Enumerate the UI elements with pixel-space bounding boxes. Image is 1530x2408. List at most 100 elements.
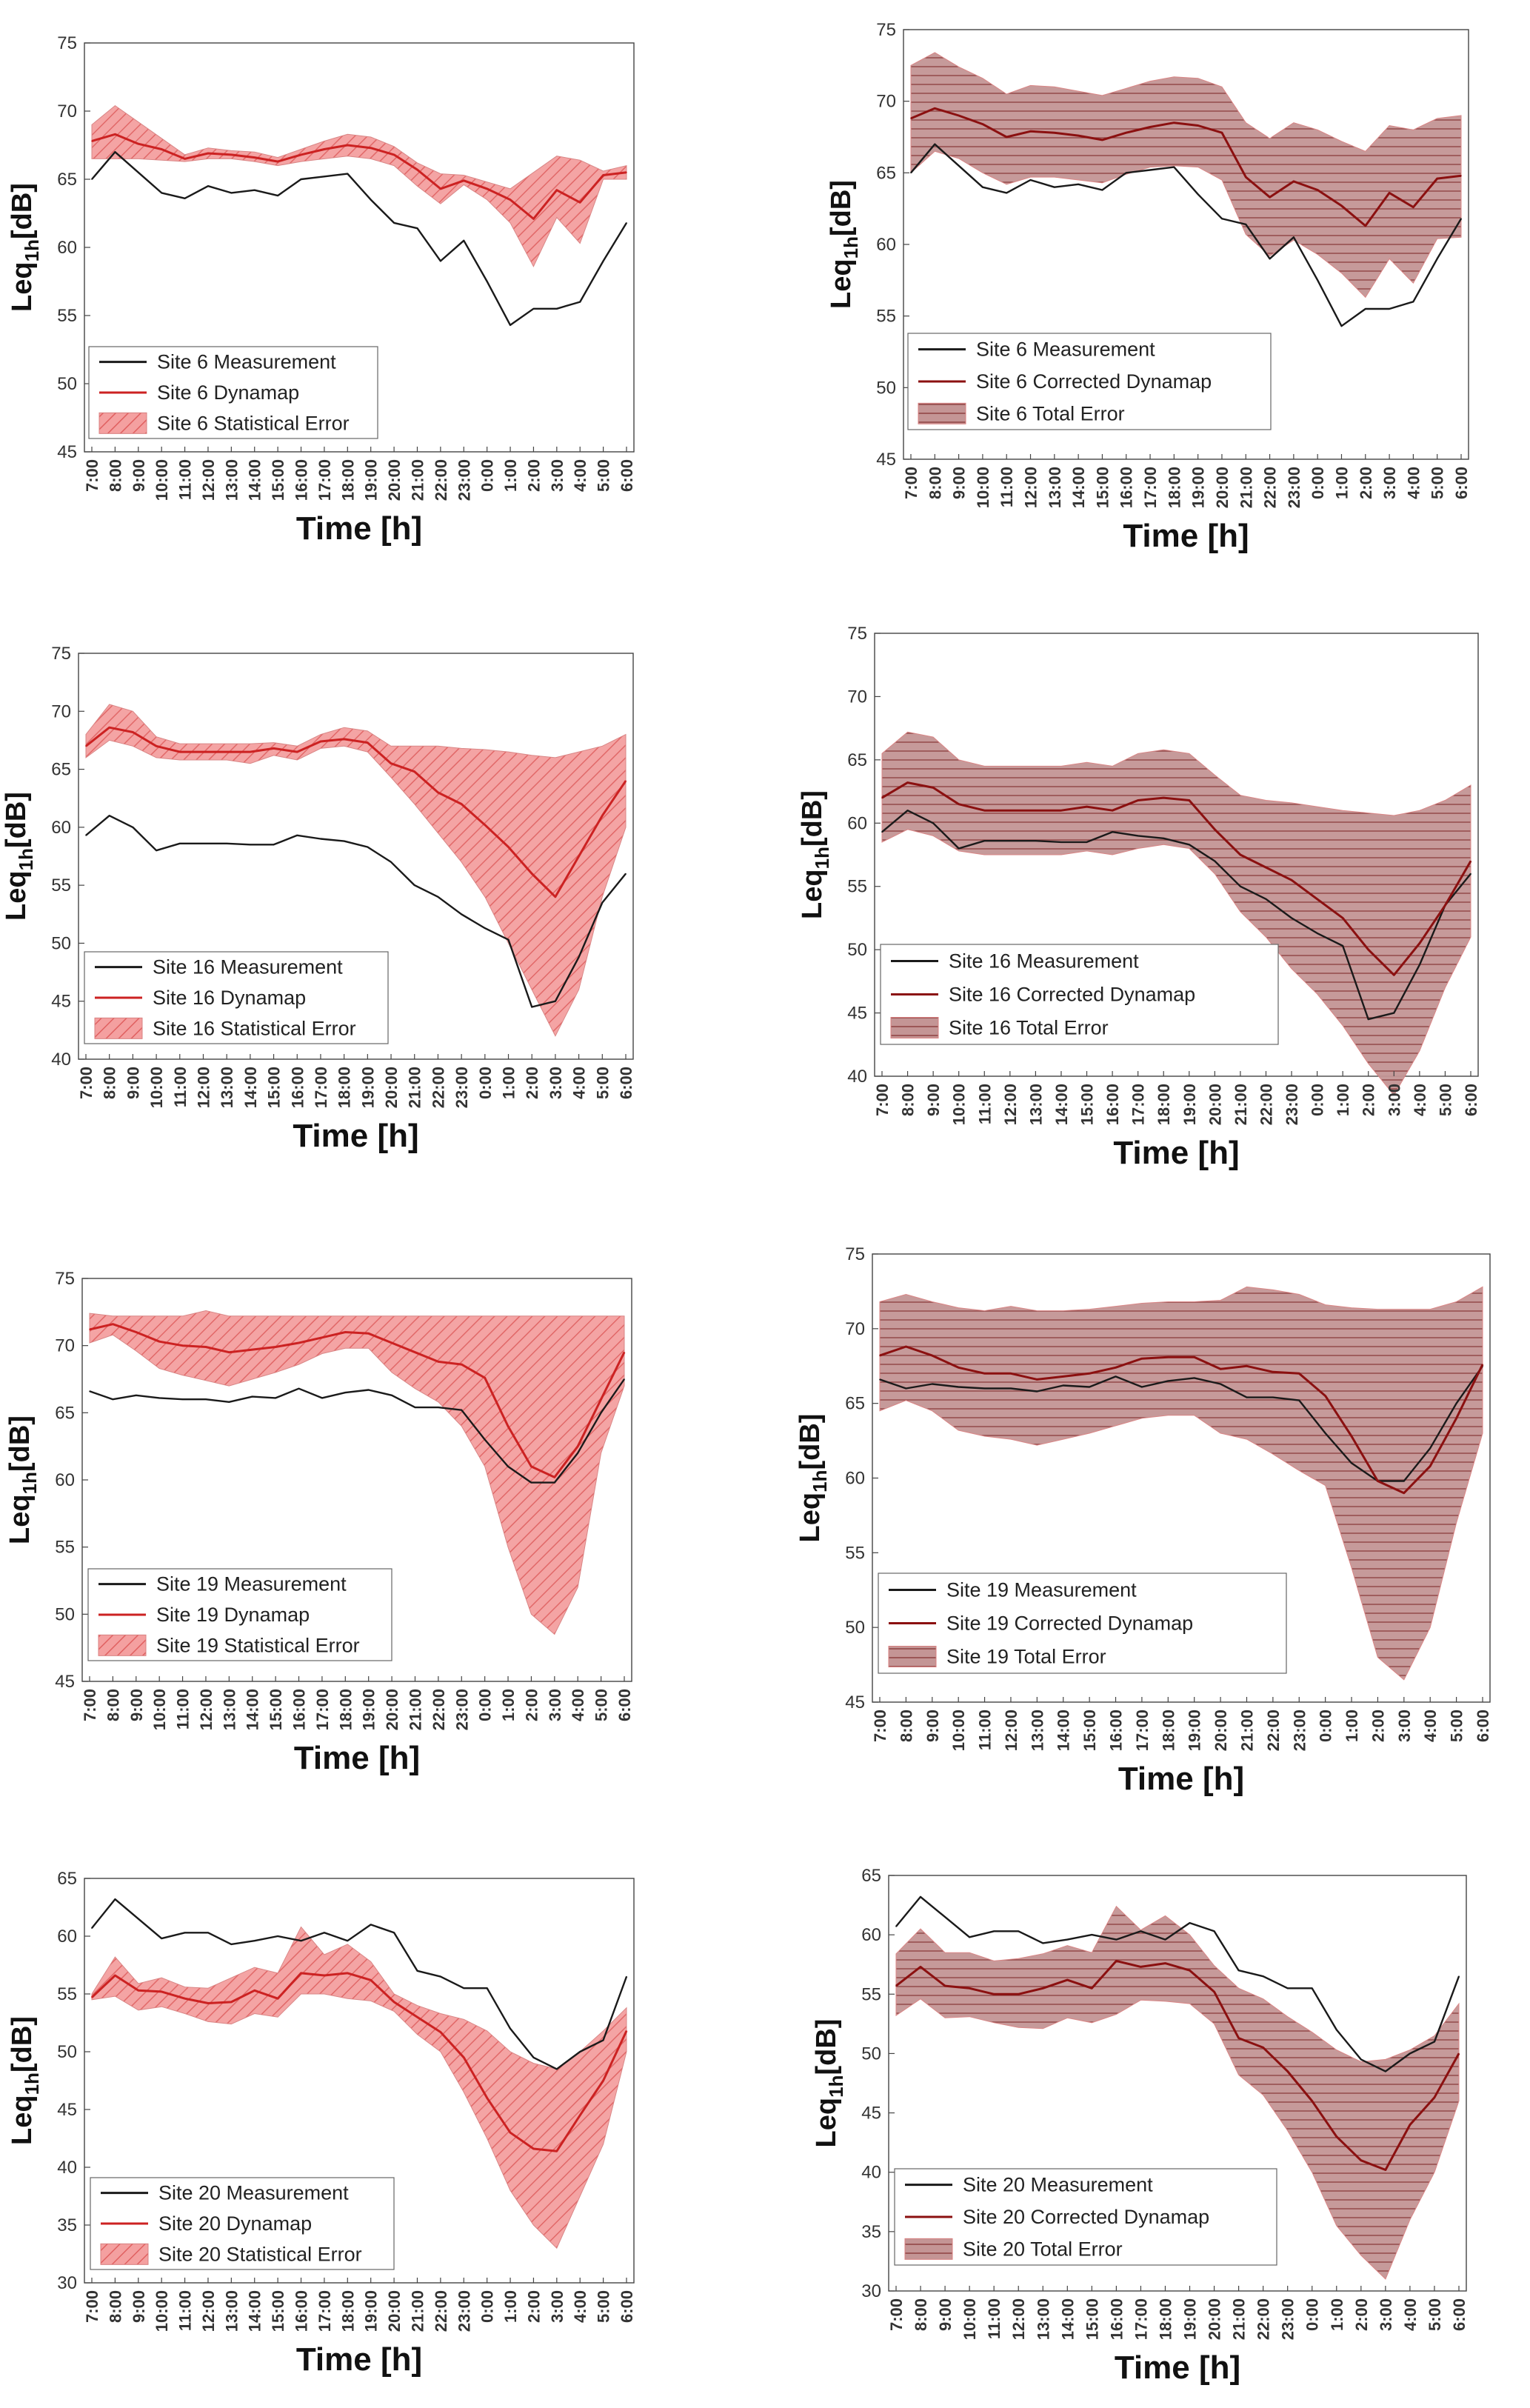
dynamap-line-point <box>486 2097 488 2099</box>
legend: Site 6 Measurement Site 6 Corrected Dynam… <box>907 333 1272 430</box>
x-tick-label: 17:00 <box>1133 1710 1152 1751</box>
y-tick-label: 65 <box>876 163 896 183</box>
dynamap-line-point <box>440 2031 441 2033</box>
dynamap-line-point <box>1115 1367 1117 1369</box>
chart-s16-total: 40 45 50 55 60 65 70 75 7:00 8:00 9:00 10:00 11:00 12… <box>797 624 1480 1171</box>
dynamap-line-point <box>1409 2124 1411 2126</box>
measurement-line-point <box>958 1386 959 1388</box>
measurement-line-point <box>934 143 936 145</box>
x-tick-label: 8:00 <box>104 1689 122 1721</box>
y-tick-label: 50 <box>57 2042 77 2062</box>
measurement-line-point <box>1460 218 1462 220</box>
y-axis-title-unit: [dB] <box>797 790 828 847</box>
measurement-line-point <box>347 173 349 175</box>
dynamap-line-point <box>463 180 465 181</box>
dynamap-line-point <box>1419 942 1420 944</box>
dynamap-line-point <box>1029 130 1032 133</box>
dynamap-line-point <box>579 2115 581 2116</box>
x-axis-title: Time [h] <box>1118 1761 1244 1797</box>
measurement-line-point <box>1189 844 1190 846</box>
x-tick-label: 6:00 <box>618 2290 636 2323</box>
x-tick-label: 11:00 <box>176 2290 195 2331</box>
x-tick-label: 19:00 <box>360 1689 378 1730</box>
dynamap-line-point <box>1101 139 1103 141</box>
x-tick-label: 22:00 <box>432 459 450 501</box>
measurement-line-point <box>1221 218 1223 220</box>
dynamap-line-point <box>1342 917 1343 919</box>
x-tick-label: 1:00 <box>501 459 520 492</box>
y-tick-label: 40 <box>51 1050 71 1070</box>
x-tick-label: 7:00 <box>871 1710 889 1742</box>
y-axis-title-unit: [dB] <box>1 792 32 848</box>
x-tick-label: 11:00 <box>985 2298 1003 2339</box>
x-tick-label: 11:00 <box>998 467 1016 507</box>
legend-label: Site 20 Corrected Dynamap <box>963 2206 1209 2228</box>
x-tick-label: 17:00 <box>1129 1084 1148 1125</box>
dynamap-line-point <box>1009 810 1011 811</box>
legend-swatch-band <box>94 1017 143 1039</box>
y-tick-label: 55 <box>51 876 71 896</box>
x-tick-label: 10:00 <box>974 467 992 508</box>
x-tick-label: 6:00 <box>1452 467 1471 499</box>
error-band <box>91 104 627 267</box>
x-tick-label: 4:00 <box>570 1067 589 1099</box>
dynamap-line-point <box>1389 192 1390 194</box>
dynamap-line-point <box>136 1331 137 1333</box>
x-tick-label: 4:00 <box>1411 1084 1429 1116</box>
measurement-line-point <box>298 1387 300 1390</box>
y-tick-label: 55 <box>845 1543 865 1563</box>
y-tick-label: 75 <box>845 1244 865 1264</box>
x-tick-label: 13:00 <box>1026 1084 1045 1125</box>
error-band <box>879 1286 1483 1681</box>
y-tick-label: 40 <box>861 2163 881 2183</box>
measurement-line-point <box>1141 1386 1143 1388</box>
dynamap-line-point <box>1193 1356 1195 1358</box>
y-tick-label: 35 <box>861 2222 881 2242</box>
measurement-line-point <box>1101 189 1103 191</box>
y-tick-label: 65 <box>861 1866 881 1886</box>
dynamap-line-point <box>1367 949 1369 950</box>
y-tick-label: 75 <box>847 624 867 644</box>
x-tick-label: 13:00 <box>222 2290 241 2332</box>
x-tick-label: 19:00 <box>1186 1710 1204 1751</box>
dynamap-line-point <box>510 199 511 201</box>
x-tick-label: 3:00 <box>1377 2298 1395 2331</box>
measurement-line-point <box>440 1975 441 1978</box>
dynamap-line-point <box>138 1990 139 1992</box>
x-tick-label: 5:00 <box>592 1689 611 1721</box>
x-tick-label: 6:00 <box>1450 2298 1469 2331</box>
measurement-line-point <box>910 172 912 174</box>
y-axis-title-main: Leq <box>826 259 857 309</box>
x-tick-label: 17:00 <box>1141 467 1160 508</box>
x-tick-label: 16:00 <box>290 1689 309 1730</box>
measurement-line-point <box>624 1378 625 1380</box>
dynamap-line-point <box>602 174 604 176</box>
legend-swatch-band <box>98 412 147 434</box>
measurement-line-point <box>600 1412 602 1414</box>
y-axis-title-unit: [dB] <box>7 183 38 239</box>
x-tick-label: 23:00 <box>1285 467 1303 508</box>
measurement-line-point <box>230 1944 233 1945</box>
dynamap-line-point <box>226 751 228 753</box>
chart-s20-total: 30 35 40 45 50 55 60 65 7:00 8:00 9:00 10:00 11:00 12… <box>811 1866 1469 2386</box>
y-tick-label: 70 <box>55 1336 75 1356</box>
y-axis-title-sub: 1h <box>809 1470 831 1493</box>
dynamap-line-point <box>461 1364 463 1365</box>
measurement-line-point <box>1149 169 1151 171</box>
legend-label: Site 19 Measurement <box>946 1579 1137 1601</box>
y-axis-title: Leq1h[dB] <box>7 183 43 312</box>
y-tick-label: 45 <box>861 2104 881 2124</box>
y-tick-label: 45 <box>847 1004 867 1024</box>
chart-s6-total: 45 50 55 60 65 70 75 7:00 8:00 9:00 10:00 11:00 12:0… <box>826 20 1471 554</box>
measurement-line-point <box>205 1398 207 1400</box>
measurement-line-point <box>905 1387 907 1390</box>
x-axis-title: Time [h] <box>294 1740 420 1776</box>
measurement-line-point <box>1436 258 1438 260</box>
y-tick-label: 60 <box>57 1927 77 1947</box>
measurement-line-point <box>530 1481 532 1484</box>
x-tick-label: 7:00 <box>81 1689 99 1721</box>
x-tick-label: 19:00 <box>358 1067 377 1108</box>
x-tick-label: 5:00 <box>1436 1084 1454 1116</box>
x-tick-label: 20:00 <box>382 1067 401 1108</box>
